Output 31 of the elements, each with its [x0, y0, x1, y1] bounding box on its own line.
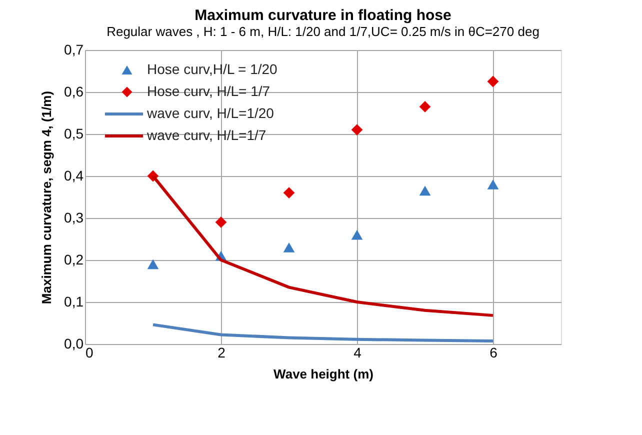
point	[487, 179, 499, 190]
y-tick-label: 0,2	[64, 252, 84, 268]
y-axis-title: Maximum curvature, segm 4, (1/m)	[39, 90, 54, 304]
y-tick-label: 0,1	[64, 294, 84, 310]
point	[215, 216, 227, 228]
y-tick-label: 0,0	[64, 336, 84, 352]
point	[419, 101, 431, 112]
x-axis-title: Wave height (m)	[274, 366, 374, 382]
point	[283, 242, 295, 252]
line-series	[152, 323, 494, 343]
y-tick-label: 0,6	[64, 84, 84, 100]
chart-subtitle: Regular waves , H: 1 - 6 m, H/L: 1/20 and 1/7,UC= 0.25 m/s in θC=270 deg	[106, 24, 540, 39]
chart-title: Maximum curvature in floating hose	[194, 7, 452, 24]
legend-label: Hose curv,H/L = 1/20	[147, 61, 278, 77]
x-tick-label: 6	[490, 344, 498, 360]
point	[351, 230, 363, 240]
point	[487, 76, 499, 88]
point	[351, 124, 363, 136]
legend-label: wave curv, H/L=1/7	[146, 127, 266, 143]
point	[147, 259, 159, 270]
x-tick-label: 0	[86, 344, 94, 360]
y-tick-label: 0,7	[64, 42, 84, 58]
point	[283, 187, 295, 198]
legend-label: Hose curv, H/L= 1/7	[147, 83, 270, 99]
y-tick-label: 0,4	[64, 168, 84, 184]
y-tick-label: 0,3	[64, 210, 84, 226]
legend-label: wave curv, H/L=1/20	[146, 105, 274, 121]
point	[419, 186, 431, 196]
x-tick-label: 2	[218, 344, 226, 360]
y-tick-label: 0,5	[64, 126, 84, 142]
x-tick-label: 4	[354, 344, 362, 360]
